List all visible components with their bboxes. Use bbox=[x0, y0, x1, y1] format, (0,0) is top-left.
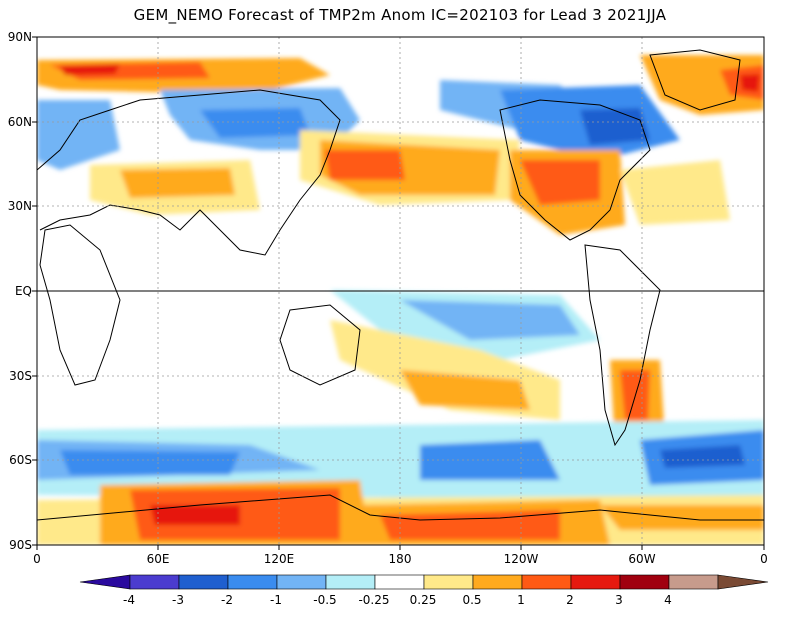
colorbar-arrow-right bbox=[717, 574, 769, 590]
colorbar-label: -0.5 bbox=[313, 593, 337, 607]
lat-label-30n: 30N bbox=[7, 199, 32, 213]
colorbar-segment bbox=[227, 574, 278, 590]
colorbar-segment bbox=[472, 574, 523, 590]
lat-label-60s: 60S bbox=[9, 453, 32, 467]
colorbar-segment bbox=[129, 574, 180, 590]
colorbar-label: 3 bbox=[615, 593, 623, 607]
colorbar-label: -3 bbox=[172, 593, 184, 607]
lon-label-0-east: 0 bbox=[760, 552, 768, 566]
lat-label-30s: 30S bbox=[9, 369, 32, 383]
axis-ticks bbox=[32, 36, 765, 550]
colorbar-label: -4 bbox=[123, 593, 135, 607]
coastlines bbox=[37, 49, 764, 521]
lon-label-60e: 60E bbox=[146, 552, 170, 566]
colorbar-segment bbox=[374, 574, 425, 590]
lat-label-60n: 60N bbox=[7, 115, 32, 129]
map-title: GEM_NEMO Forecast of TMP2m Anom IC=20210… bbox=[133, 6, 667, 24]
colorbar-segment bbox=[325, 574, 376, 590]
colorbar-label: -2 bbox=[221, 593, 233, 607]
colorbar-segment bbox=[423, 574, 474, 590]
colorbar-label: -0.25 bbox=[358, 593, 390, 607]
colorbar-segment bbox=[276, 574, 327, 590]
colorbar-segment bbox=[521, 574, 572, 590]
anomaly-fields bbox=[37, 55, 764, 545]
lon-label-180: 180 bbox=[388, 552, 412, 566]
colorbar-segment bbox=[668, 574, 719, 590]
colorbar-label: 0.25 bbox=[409, 593, 437, 607]
lat-label-90n: 90N bbox=[7, 30, 32, 44]
colorbar-label: -1 bbox=[270, 593, 282, 607]
colorbar bbox=[79, 574, 769, 590]
colorbar-segment bbox=[178, 574, 229, 590]
colorbar-arrow-left bbox=[79, 574, 131, 590]
colorbar-segment bbox=[570, 574, 621, 590]
lon-label-120e: 120E bbox=[263, 552, 295, 566]
colorbar-label: 4 bbox=[664, 593, 672, 607]
lat-label-eq: EQ bbox=[14, 284, 32, 298]
colorbar-segment bbox=[619, 574, 670, 590]
lon-label-60w: 60W bbox=[628, 552, 656, 566]
colorbar-label: 0.5 bbox=[462, 593, 482, 607]
lon-label-120w: 120W bbox=[503, 552, 539, 566]
lon-label-0: 0 bbox=[33, 552, 41, 566]
colorbar-label: 1 bbox=[517, 593, 525, 607]
colorbar-label: 2 bbox=[566, 593, 574, 607]
graticule bbox=[37, 37, 764, 545]
lat-label-90s: 90S bbox=[9, 538, 32, 552]
